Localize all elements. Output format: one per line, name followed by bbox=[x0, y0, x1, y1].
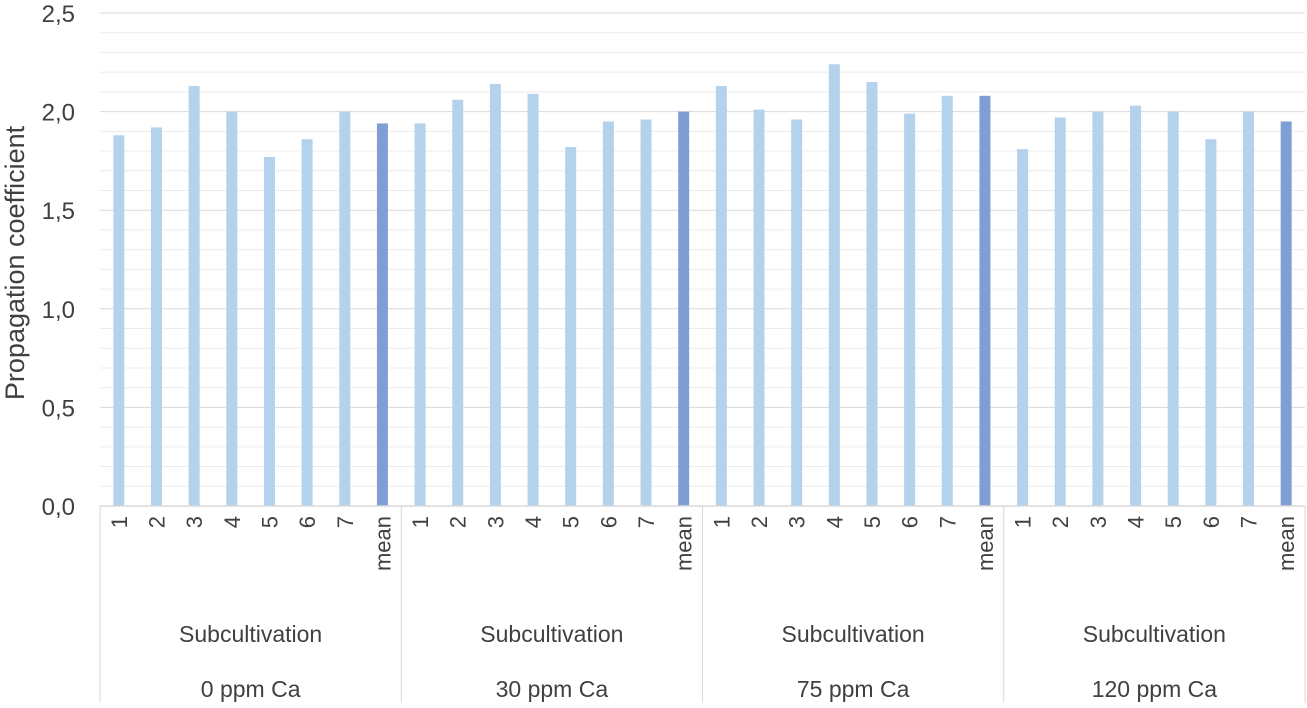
bar bbox=[301, 139, 313, 506]
bar bbox=[1054, 117, 1066, 507]
x-tick-label: 3 bbox=[483, 516, 508, 528]
x-tick-label: mean bbox=[1274, 516, 1299, 571]
x-tick-label: 3 bbox=[1086, 516, 1111, 528]
x-tick-label: 6 bbox=[898, 516, 923, 528]
x-tick-label: 6 bbox=[596, 516, 621, 528]
x-tick-label: 4 bbox=[220, 516, 245, 528]
bar bbox=[1092, 111, 1104, 506]
bar bbox=[226, 111, 238, 506]
group-label-line1: Subcultivation bbox=[782, 621, 925, 647]
bar bbox=[489, 83, 501, 506]
x-tick-label: 5 bbox=[860, 516, 885, 528]
x-tick-label: 1 bbox=[1011, 516, 1036, 528]
bar bbox=[565, 147, 577, 506]
bar-mean bbox=[376, 123, 388, 506]
bar-mean bbox=[979, 95, 991, 506]
y-axis-label: Propagation coefficient bbox=[0, 125, 30, 400]
bar bbox=[715, 85, 727, 507]
x-tick-label: 3 bbox=[182, 516, 207, 528]
bar bbox=[828, 64, 840, 506]
x-tick-label: mean bbox=[370, 516, 395, 571]
x-tick-label: 5 bbox=[559, 516, 584, 528]
bar bbox=[414, 123, 426, 506]
x-tick-label: 4 bbox=[1124, 516, 1149, 528]
bar bbox=[1017, 149, 1029, 506]
bar bbox=[1167, 111, 1179, 506]
group-label-line2: 30 ppm Ca bbox=[496, 676, 609, 702]
bar bbox=[527, 93, 539, 507]
x-tick-label: 1 bbox=[107, 516, 132, 528]
y-tick-label: 1,5 bbox=[42, 198, 75, 225]
y-axis: 0,0 0,5 1,0 1,5 2,0 2,5 bbox=[42, 1, 75, 521]
x-tick-label: 7 bbox=[333, 516, 358, 528]
x-tick-label: 2 bbox=[1048, 516, 1073, 528]
y-tick-label: 2,0 bbox=[42, 100, 75, 127]
y-tick-label: 0,0 bbox=[42, 494, 75, 521]
bar bbox=[640, 119, 652, 506]
group-label-line2: 120 ppm Ca bbox=[1092, 676, 1218, 702]
bar bbox=[263, 156, 275, 506]
x-tick-label: 7 bbox=[634, 516, 659, 528]
x-tick-label: 1 bbox=[709, 516, 734, 528]
x-tick-label: 3 bbox=[785, 516, 810, 528]
x-tick-label: mean bbox=[672, 516, 697, 571]
bar bbox=[941, 95, 953, 506]
x-tick-label: 4 bbox=[822, 516, 847, 528]
group-label-line1: Subcultivation bbox=[480, 621, 623, 647]
bar-mean bbox=[678, 111, 690, 506]
bar bbox=[150, 127, 162, 506]
bar bbox=[904, 113, 916, 507]
x-tick-label: 2 bbox=[747, 516, 772, 528]
group-label-line2: 75 ppm Ca bbox=[797, 676, 910, 702]
group-label-line2: 0 ppm Ca bbox=[201, 676, 301, 702]
y-tick-label: 2,5 bbox=[42, 1, 75, 28]
y-tick-label: 1,0 bbox=[42, 297, 75, 324]
x-tick-label: 4 bbox=[521, 516, 546, 528]
x-tick-label: 6 bbox=[295, 516, 320, 528]
bar bbox=[1243, 111, 1255, 506]
bar bbox=[791, 119, 803, 506]
group-label-line1: Subcultivation bbox=[179, 621, 322, 647]
x-tick-label: 2 bbox=[144, 516, 169, 528]
bar bbox=[1205, 139, 1217, 506]
x-tick-label: 1 bbox=[408, 516, 433, 528]
bar bbox=[1130, 105, 1142, 507]
x-axis: 1 2 3 4 5 6 7 mean 1 2 3 4 5 6 7 mean 1 2 3 4 5 6 7 mean 1 2 3 4 5 6 7… bbox=[99, 505, 1306, 703]
bar bbox=[452, 99, 464, 506]
bar bbox=[188, 85, 200, 507]
x-tick-label: 7 bbox=[1237, 516, 1262, 528]
x-tick-label: 7 bbox=[935, 516, 960, 528]
x-tick-label: mean bbox=[973, 516, 998, 571]
bars bbox=[113, 64, 1292, 507]
group-label-line1: Subcultivation bbox=[1083, 621, 1226, 647]
bar bbox=[113, 135, 125, 506]
x-tick-label: 6 bbox=[1199, 516, 1224, 528]
bar bbox=[602, 121, 614, 507]
x-tick-label: 2 bbox=[446, 516, 471, 528]
bar bbox=[866, 82, 878, 507]
y-tick-label: 0,5 bbox=[42, 395, 75, 422]
bar bbox=[753, 109, 765, 507]
bar-mean bbox=[1280, 121, 1292, 507]
bar bbox=[339, 111, 351, 506]
x-tick-label: 5 bbox=[257, 516, 282, 528]
gridlines bbox=[100, 12, 1305, 507]
x-tick-label: 5 bbox=[1161, 516, 1186, 528]
